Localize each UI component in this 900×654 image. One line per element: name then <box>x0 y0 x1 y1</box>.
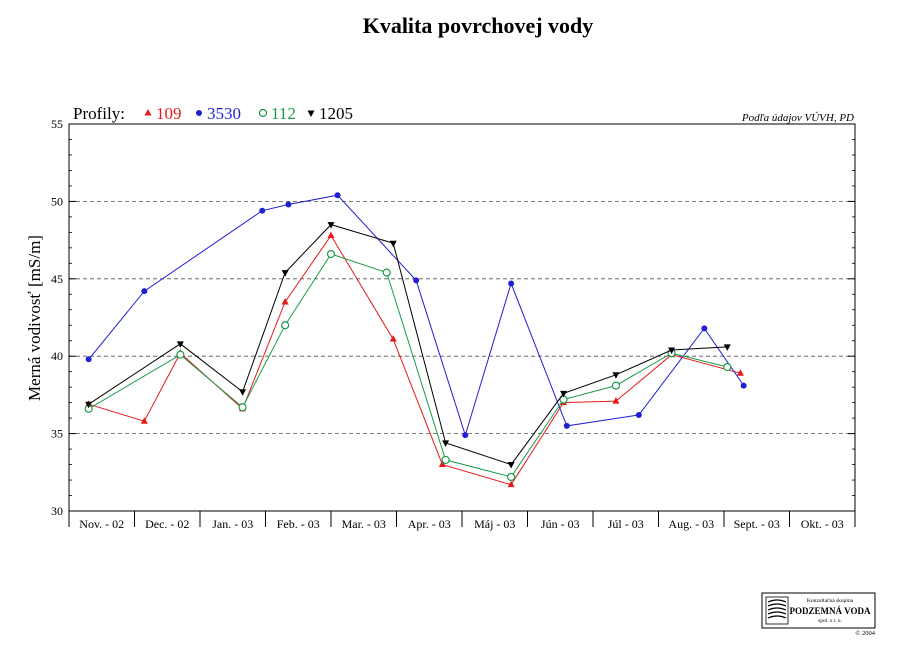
y-tick-label: 30 <box>51 504 63 518</box>
data-point <box>507 472 516 482</box>
data-point <box>462 432 469 439</box>
y-tick-label: 55 <box>51 117 63 131</box>
x-axis: Nov. - 02 Dec. - 02 Jan. - 03 Feb. - 03 Mar.… <box>68 511 856 531</box>
plot-frame <box>68 123 856 512</box>
data-point <box>239 389 247 396</box>
x-tick-label: Feb. - 03 <box>277 517 320 531</box>
data-point <box>382 268 391 277</box>
logo-line3: spol. s r. o. <box>818 618 842 624</box>
legend-title: Profily: <box>73 104 125 123</box>
data-point <box>413 277 420 284</box>
data-point <box>612 397 620 404</box>
series-109 <box>85 231 744 488</box>
data-point <box>281 298 289 305</box>
logo-copyright: © 2004 <box>855 630 875 637</box>
y-tick-label: 35 <box>51 427 63 441</box>
data-point <box>508 280 515 287</box>
data-point <box>281 270 289 277</box>
source-note: Podľa údajov VÚVH, PD <box>741 112 854 124</box>
data-point <box>507 462 515 469</box>
legend-entry-112: 112 <box>271 104 296 123</box>
logo-emblem-icon <box>765 596 789 625</box>
logo-line1: Konzultačná skupina <box>807 598 854 604</box>
data-point <box>176 350 185 359</box>
series-3530 <box>85 192 747 439</box>
x-tick-label: Mar. - 03 <box>342 517 386 531</box>
x-tick-label: Okt. - 03 <box>801 517 844 531</box>
series-layer <box>84 192 747 488</box>
chart-title: Kvalita povrchovej vody <box>363 13 594 38</box>
legend-marker <box>196 110 202 116</box>
data-point <box>85 401 93 409</box>
x-tick-label: Jún - 03 <box>541 517 580 531</box>
legend-entry-3530: 3530 <box>207 104 241 123</box>
x-tick-label: Aug. - 03 <box>668 517 714 531</box>
x-tick-label: Apr. - 03 <box>408 517 451 531</box>
data-point <box>326 249 336 259</box>
data-point <box>507 480 515 488</box>
legend-marker <box>144 109 152 116</box>
x-tick-label: Dec. - 02 <box>145 517 189 531</box>
data-point <box>238 403 247 412</box>
data-point <box>85 356 92 363</box>
series-112 <box>84 249 732 482</box>
data-point <box>259 207 266 214</box>
data-point <box>563 422 570 429</box>
data-point <box>389 335 397 342</box>
data-point <box>176 341 184 348</box>
series-line <box>88 224 728 466</box>
y-tick-label: 45 <box>51 272 63 286</box>
grid-lines <box>69 200 855 435</box>
data-point <box>442 440 450 447</box>
data-point <box>612 372 620 379</box>
data-point <box>736 369 744 376</box>
legend-marker <box>258 108 268 118</box>
y-axis-label: Merná vodivosť [mS/m] <box>25 235 44 401</box>
legend-marker <box>307 110 315 117</box>
data-point <box>140 417 148 424</box>
data-point <box>285 201 292 208</box>
x-tick-label: Júl - 03 <box>608 517 644 531</box>
x-tick-label: Nov. - 02 <box>79 517 124 531</box>
company-logo: Konzultačná skupina PODZEMNÁ VODA spol. … <box>761 592 876 637</box>
x-tick-label: Sept. - 03 <box>734 517 780 531</box>
data-point <box>327 231 335 238</box>
y-tick-label: 50 <box>51 194 63 208</box>
data-point <box>723 344 731 351</box>
data-point <box>701 325 708 332</box>
data-point <box>141 288 148 295</box>
series-line <box>88 253 728 478</box>
series-line <box>88 194 745 437</box>
data-point <box>281 321 290 330</box>
legend-entry-109: 109 <box>156 104 182 123</box>
y-tick-label: 40 <box>51 349 63 363</box>
data-point <box>327 222 335 229</box>
data-point <box>611 381 621 390</box>
data-point <box>668 347 676 355</box>
data-point <box>389 240 397 248</box>
y-axis: 30 35 40 45 50 55 <box>51 117 855 518</box>
data-point <box>560 390 568 398</box>
legend: Profily: 109 3530 112 1205 <box>73 104 353 123</box>
data-point <box>438 460 446 468</box>
data-point <box>635 412 642 419</box>
data-point <box>441 455 450 465</box>
x-tick-label: Jan. - 03 <box>212 517 253 531</box>
x-tick-label: Máj - 03 <box>474 517 515 531</box>
logo-line2: PODZEMNÁ VODA <box>790 606 871 616</box>
data-point <box>740 382 747 389</box>
series-1205 <box>85 222 731 469</box>
data-point <box>334 192 341 199</box>
legend-entry-1205: 1205 <box>319 104 353 123</box>
data-point <box>723 362 732 372</box>
